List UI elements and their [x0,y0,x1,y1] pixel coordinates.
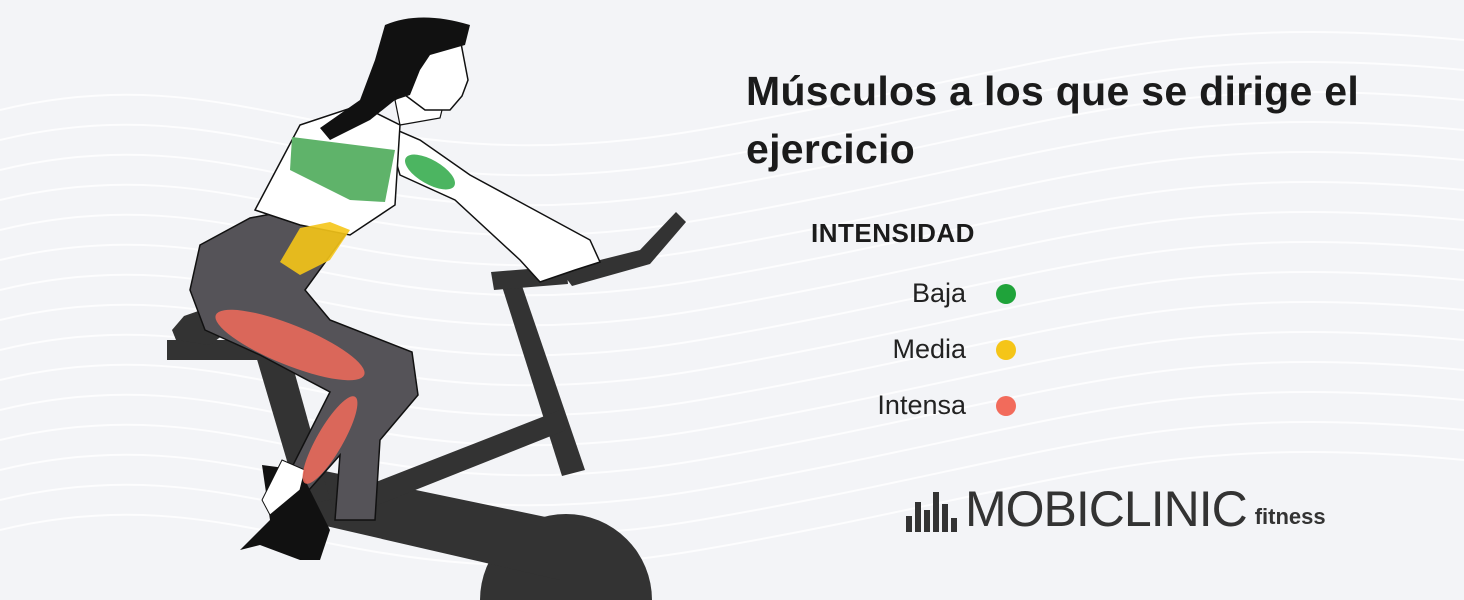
wave-line [0,151,1464,267]
wave-line [0,361,1464,477]
chest-muscle-low [290,137,395,202]
brand-name: MOBICLINIC [965,481,1248,537]
brand-sub: fitness [1254,504,1326,529]
wave-line [0,391,1464,507]
legend-item-high: Intensa [877,390,1016,421]
frame-diagonal [330,410,566,520]
calf-muscle-high [302,396,358,484]
legend-label: Media [892,334,966,364]
legend-heading: INTENSIDAD [811,218,975,248]
ankle [261,459,306,516]
legend-label: Baja [911,278,966,308]
handlebar [560,212,686,286]
wave-line [0,451,1464,567]
bars-logo-icon [906,492,957,532]
bicep-muscle-low [405,154,455,190]
legend-label: Intensa [877,390,966,420]
page-title: Músculos a los que se dirige el ejercici… [746,68,1360,172]
thigh-muscle-high [215,309,365,381]
wave-line [0,121,1464,237]
shoe [240,465,330,560]
brand-logo: MOBICLINIC fitness [906,481,1326,537]
woman-figure [189,17,602,560]
legend-item-medium: Media [892,334,1016,365]
abs-muscle-medium [280,222,350,275]
red-dot-icon [996,395,1016,416]
wave-line [0,301,1464,417]
arm [383,123,602,283]
wave-line [0,421,1464,537]
wave-line [0,331,1464,447]
wave-line [0,91,1464,207]
legend-item-low: Baja [912,278,1016,309]
wave-line [0,61,1464,177]
hair [320,17,470,140]
yellow-dot-icon [996,339,1016,360]
green-dot-icon [996,283,1016,304]
wave-line [0,31,1464,147]
